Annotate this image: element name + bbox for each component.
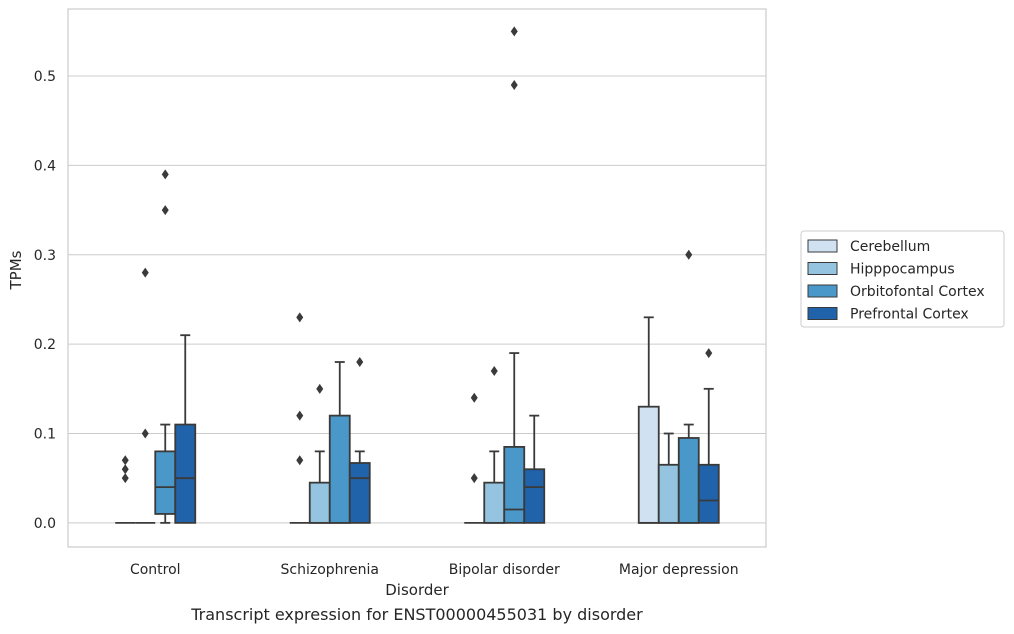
box-cerebellum <box>637 316 660 524</box>
box-orbitofontal-cortex <box>677 249 700 524</box>
outlier-point <box>121 455 129 466</box>
box-cerebellum <box>464 392 485 524</box>
box-body <box>328 414 351 524</box>
outlier-point <box>141 267 149 278</box>
box-body <box>483 481 506 524</box>
box-prefrontal-cortex <box>523 414 546 524</box>
outlier-point <box>705 348 713 359</box>
outlier-point <box>296 455 304 466</box>
box-body <box>677 437 700 524</box>
legend-box <box>800 230 1005 328</box>
figure-caption: Transcript expression for ENST0000045503… <box>191 605 643 624</box>
outlier-point <box>470 392 478 403</box>
outlier-point <box>685 249 693 260</box>
box-body <box>697 463 720 524</box>
outlier-point <box>121 464 129 475</box>
box-hipppocampus <box>657 432 680 524</box>
outlier-point <box>161 205 169 216</box>
x-tick-label: Control <box>130 562 181 578</box>
outlier-point <box>296 410 304 421</box>
box-cerebellum <box>115 455 136 524</box>
box-hipppocampus <box>483 365 506 524</box>
box-body <box>174 423 197 524</box>
y-tick-label: 0.1 <box>34 427 56 443</box>
outlier-point <box>470 473 478 484</box>
outlier-point <box>121 473 129 484</box>
y-tick-labels: 0.0 0.1 0.2 0.3 0.4 0.5 <box>34 69 56 532</box>
plot-border <box>67 8 767 548</box>
y-tick-label: 0.2 <box>34 337 56 353</box>
legend-label: Cerebellum <box>850 239 930 255</box>
box-body <box>154 450 177 515</box>
outlier-point <box>141 428 149 439</box>
box-hipppocampus <box>135 267 156 524</box>
x-tick-label: Bipolar disorder <box>449 562 560 578</box>
box-orbitofontal-cortex <box>503 26 526 524</box>
x-tick-label: Major depression <box>619 562 739 578</box>
y-tick-label: 0.4 <box>34 158 56 174</box>
y-tick-label: 0.5 <box>34 69 56 85</box>
legend-label: Orbitofontal Cortex <box>850 284 985 300</box>
plot-frame <box>67 8 767 548</box>
box-body <box>657 463 680 524</box>
box-prefrontal-cortex <box>697 348 720 524</box>
box-hipppocampus <box>308 383 331 524</box>
box-body <box>308 481 331 524</box>
legend: Cerebellum Hipppocampus Orbitofontal Corte… <box>800 230 1005 328</box>
y-tick-label: 0.0 <box>34 516 56 532</box>
legend-label: Hipppocampus <box>850 262 955 278</box>
outlier-point <box>161 169 169 180</box>
outlier-point <box>356 357 364 368</box>
box-cerebellum <box>289 312 310 524</box>
box-body <box>523 468 546 524</box>
outlier-point <box>510 79 518 90</box>
x-tick-label: Schizophrenia <box>281 562 379 578</box>
box-prefrontal-cortex <box>348 357 371 524</box>
box-prefrontal-cortex <box>174 334 197 524</box>
legend-swatch <box>807 262 838 275</box>
outlier-point <box>316 383 324 394</box>
outlier-point <box>490 365 498 376</box>
box-body <box>503 446 526 524</box>
outlier-point <box>296 312 304 323</box>
outlier-point <box>510 26 518 37</box>
box-body <box>637 405 660 524</box>
y-tick-label: 0.3 <box>34 248 56 264</box>
legend-swatch <box>807 239 838 253</box>
box-orbitofontal-cortex <box>328 361 351 524</box>
box-body <box>348 462 371 524</box>
y-axis-label: TPMs <box>7 250 25 290</box>
box-orbitofontal-cortex <box>154 169 177 524</box>
x-tick-labels: Control Schizophrenia Bipolar disorder Majo… <box>130 562 739 578</box>
legend-swatch <box>807 307 838 320</box>
legend-label: Prefrontal Cortex <box>850 307 969 323</box>
legend-swatch <box>807 284 838 298</box>
x-axis-label: Disorder <box>385 581 449 599</box>
box-groups <box>115 26 720 524</box>
